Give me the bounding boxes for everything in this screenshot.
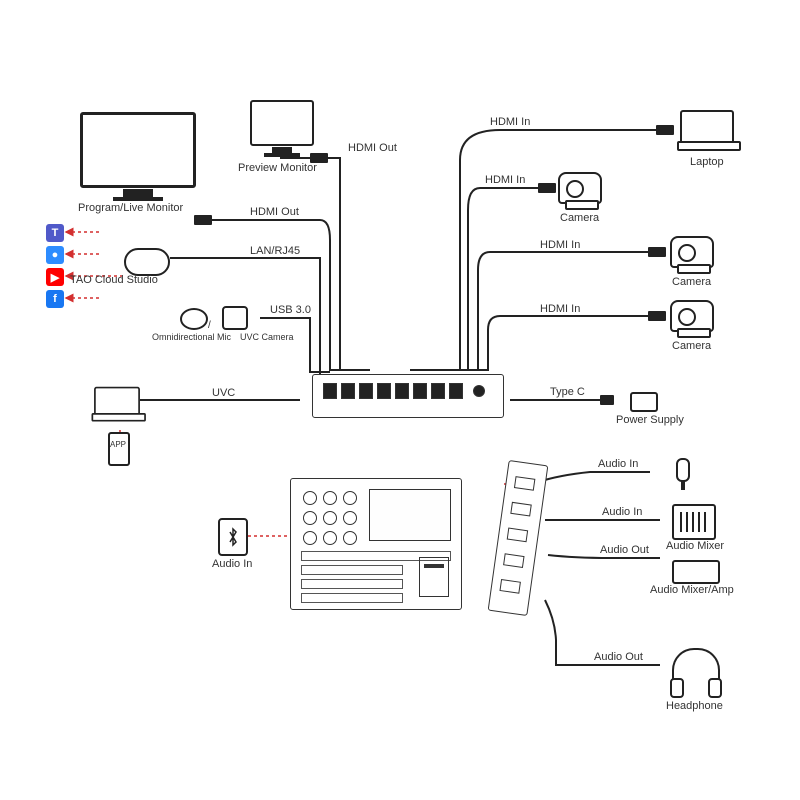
conn-label: HDMI Out [348,142,397,154]
headphone-icon [672,648,720,686]
conn-label: HDMI In [485,174,525,186]
program-monitor-icon [80,112,196,188]
conn-label: Audio Out [600,544,649,556]
switcher-rear-panel [312,374,504,418]
conn-label: HDMI In [540,303,580,315]
conn-label: HDMI In [490,116,530,128]
hdmi-connector-icon [648,311,666,321]
hdmi-connector-icon [194,215,212,225]
conn-label: LAN/RJ45 [250,245,300,257]
power-label: Power Supply [616,414,684,426]
conn-label: Audio Out [594,651,643,663]
phone-icon [108,432,130,466]
hdmi-connector-icon [648,247,666,257]
conn-label: USB 3.0 [270,304,311,316]
audio-mixer-icon [672,504,716,540]
conn-label: UVC [212,387,235,399]
hdmi-connector-icon [538,183,556,193]
omni-mic-label: Omnidirectional Mic [152,332,231,342]
slash: / [208,320,211,331]
power-plug-icon [630,392,658,412]
preview-monitor-icon [250,100,314,146]
bluetooth-icon [218,518,248,556]
camera-icon [670,236,714,268]
amp-icon [672,560,720,584]
conn-label: Audio In [602,506,642,518]
conn-label: HDMI Out [250,206,299,218]
usb-connector-icon [600,395,614,405]
zoom-icon: ● [46,246,64,264]
cloud-icon [124,248,170,276]
program-monitor-label: Program/Live Monitor [78,202,183,214]
omni-mic-icon [180,308,208,330]
cloud-label: TAO Cloud Studio [70,274,158,286]
microphone-icon [676,458,690,482]
bt-audio-label: Audio In [212,558,252,570]
camera3-label: Camera [672,340,711,352]
facebook-icon: f [46,290,64,308]
youtube-icon: ▶ [46,268,64,286]
uvc-cam-label: UVC Camera [240,332,294,342]
camera1-label: Camera [560,212,599,224]
hdmi-connector-icon [310,153,328,163]
teams-icon: T [46,224,64,242]
conn-label: Audio In [598,458,638,470]
camera-icon [670,300,714,332]
hdmi-connector-icon [656,125,674,135]
app-label: APP [110,440,126,449]
headphone-label: Headphone [666,700,723,712]
amp-label: Audio Mixer/Amp [650,584,734,596]
laptop-icon [94,387,140,418]
diagram-canvas: Program/Live Monitor Preview Monitor Lap… [0,0,800,800]
uvc-camera-icon [222,306,248,330]
switcher-side-panel [488,460,549,616]
laptop-icon [680,110,734,146]
conn-label: HDMI In [540,239,580,251]
preview-monitor-label: Preview Monitor [238,162,317,174]
laptop-label: Laptop [690,156,724,168]
conn-label: Type C [550,386,585,398]
mixer-label: Audio Mixer [666,540,724,552]
switcher-top-panel [290,478,462,610]
camera2-label: Camera [672,276,711,288]
camera-icon [558,172,602,204]
